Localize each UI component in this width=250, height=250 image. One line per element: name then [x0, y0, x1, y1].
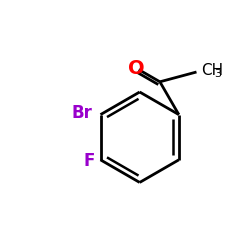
Text: CH: CH — [201, 62, 223, 78]
Text: O: O — [128, 59, 144, 78]
Text: 3: 3 — [214, 69, 221, 79]
Text: Br: Br — [71, 104, 92, 122]
Text: F: F — [83, 152, 94, 170]
